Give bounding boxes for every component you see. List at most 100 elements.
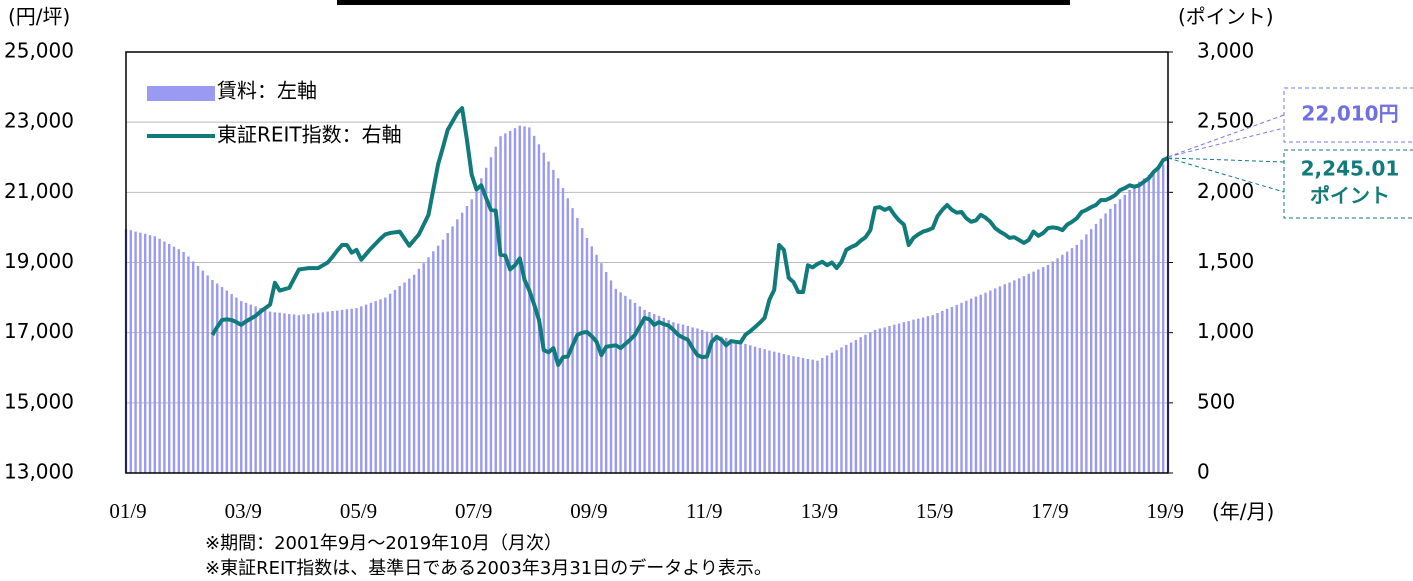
x-tick-label: 01/9 [109,499,146,523]
bar [1089,229,1093,473]
bar [667,320,670,473]
bar [849,342,853,473]
bar [1152,171,1155,474]
bar [792,356,795,473]
bar [158,238,161,473]
x-tick-label: 09/9 [570,499,607,523]
bar [763,349,766,473]
bar [1070,248,1074,473]
bar [427,257,430,473]
bar [720,336,723,473]
bar [316,312,320,473]
bar [321,312,325,473]
bar [921,317,925,473]
bar [566,198,569,474]
bar [1065,251,1069,473]
bar [1147,174,1150,473]
bar [1051,261,1054,473]
bar [979,294,982,473]
bar [1032,271,1035,473]
bar [465,206,469,473]
bar [1056,258,1059,473]
x-tick-label: 13/9 [801,499,838,523]
y2-tick-label: 1,500 [1197,249,1254,273]
y2-tick-label: 2,000 [1197,179,1254,203]
bar [633,302,637,473]
bar [873,329,877,473]
bar [950,307,954,473]
bar [619,292,622,473]
bar [1118,199,1122,473]
bar [825,355,829,473]
bar [830,352,834,473]
bar [134,231,137,473]
bar [955,304,958,473]
bar [590,246,593,473]
bar [513,128,517,473]
bar [249,304,253,473]
bar [489,157,493,473]
bar [369,302,373,473]
bar [580,228,584,473]
bar [144,233,147,473]
annotation: 2,245.01 [1301,157,1400,181]
bar [1085,234,1088,473]
bar [336,310,339,473]
leader-line [1167,157,1285,193]
bar [244,302,248,473]
bar [460,212,464,473]
bar [192,261,195,473]
bar [220,287,224,473]
bar [1109,208,1112,473]
bar [749,345,752,473]
bar [945,308,949,473]
bar [1041,267,1045,473]
bar [172,246,176,473]
y-tick-label: 13,000 [4,460,74,484]
bar [777,352,781,473]
bar [364,304,368,473]
y2-axis-label: (ポイント) [1178,5,1274,29]
note: ※東証REIT指数は、基準日である2003年3月31日のデータより表示。 [205,558,772,579]
bar [744,343,747,473]
bar [931,315,934,473]
bar [422,263,425,473]
bar [965,300,968,473]
bar [888,326,891,473]
bar [273,312,277,473]
bar [686,326,690,473]
x-tick-label: 03/9 [225,499,262,523]
annotation: 22,010円 [1301,102,1398,126]
bar [1013,280,1016,473]
bar [129,230,133,473]
bar [1008,282,1011,473]
bar [456,219,459,473]
bar [360,306,363,473]
bar [993,288,997,473]
bar [230,294,233,473]
bar [1104,213,1107,473]
bar [259,308,262,473]
y-tick-label: 19,000 [4,249,74,273]
bar [1037,269,1040,473]
bar [845,344,848,473]
bar [811,359,814,473]
bar [691,327,694,473]
bar [869,332,872,473]
plot-frame [125,51,1169,474]
bar [729,339,733,473]
bar [542,152,545,474]
bar [384,297,387,473]
bar [393,289,397,473]
bar [1094,223,1098,473]
bar [1075,244,1078,473]
bar [355,308,358,473]
y2-tick-label: 1,000 [1197,319,1254,343]
bar [734,341,738,473]
bar [292,314,296,473]
bar [926,316,930,473]
y-tick-label: 25,000 [4,39,74,63]
bar [1128,189,1131,473]
bar [653,314,656,473]
bar [283,313,286,473]
